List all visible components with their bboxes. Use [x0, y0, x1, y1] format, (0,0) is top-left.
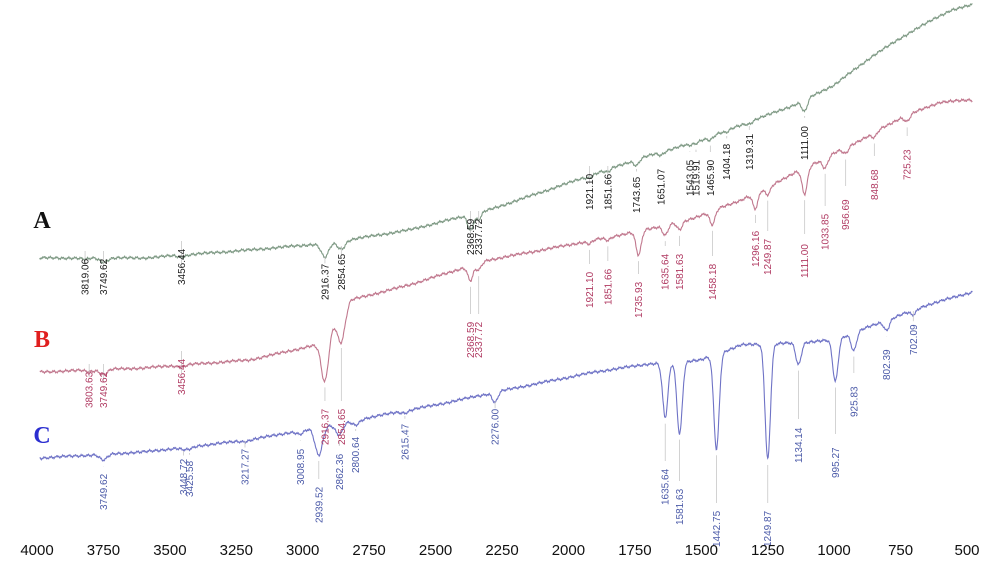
peak-label-c-14: 1134.14 [794, 427, 805, 463]
peak-label-b-2: 3456.44 [177, 358, 188, 395]
peak-label-a-11: 1543.05 [685, 159, 696, 196]
x-tick-label-3: 3250 [220, 542, 253, 559]
peak-label-b-10: 1635.64 [661, 253, 672, 290]
peak-label-a-9: 1743.65 [632, 176, 643, 213]
peak-label-c-10: 1635.64 [661, 468, 672, 505]
peak-label-a-15: 1319.31 [745, 133, 756, 170]
peak-label-c-4: 3008.95 [296, 448, 307, 485]
peak-label-a-1: 3749.62 [99, 258, 110, 295]
peak-label-b-3: 2916.37 [320, 408, 331, 445]
peak-label-c-5: 2939.52 [314, 486, 325, 523]
peak-label-c-7: 2800.64 [351, 436, 362, 473]
peak-label-b-8: 1851.66 [603, 268, 614, 305]
x-tick-label-5: 2750 [352, 542, 385, 559]
peak-label-c-12: 1442.75 [712, 510, 723, 547]
peak-label-c-16: 925.83 [849, 386, 860, 417]
peak-label-b-18: 848.68 [870, 169, 881, 200]
x-tick-label-8: 2000 [552, 542, 585, 559]
x-axis: 4000 3750 3500 3250 3000 2750 2500 2250 2000 1750… [20, 542, 979, 559]
x-tick-label-10: 1500 [685, 542, 718, 559]
peak-label-a-7: 1921.10 [585, 173, 596, 210]
peak-label-c-9: 2276.00 [491, 408, 502, 445]
peak-labels-group: 3819.06 3749.62 3456.44 2916.37 2854.65 2368.… [81, 116, 920, 547]
series-letter-a: A [33, 208, 51, 234]
peak-label-a-13: 1465.90 [706, 159, 717, 196]
x-tick-label-14: 500 [954, 542, 979, 559]
series-letter-c: C [33, 423, 50, 449]
peak-label-c-0: 3749.62 [99, 473, 110, 510]
peak-label-c-15: 995.27 [831, 447, 842, 478]
spectra-series-group [39, 3, 973, 462]
peak-label-b-13: 1296.16 [751, 230, 762, 267]
peak-label-b-16: 1033.85 [821, 213, 832, 250]
peak-label-c-8: 2615.47 [400, 423, 411, 460]
peak-label-b-1: 3749.62 [99, 371, 110, 408]
x-tick-label-11: 1250 [751, 542, 784, 559]
peak-label-b-9: 1735.93 [634, 281, 645, 318]
spectrum-line-a [39, 3, 973, 265]
peak-label-c-2: 3425.58 [185, 460, 196, 497]
peak-label-a-8: 1851.66 [603, 173, 614, 210]
peak-label-c-6: 2862.36 [335, 453, 346, 490]
x-tick-label-1: 3750 [87, 542, 120, 559]
peak-label-c-3: 3217.27 [241, 448, 252, 485]
peak-label-a-16: 1111.00 [800, 126, 811, 160]
series-letter-b: B [34, 327, 50, 353]
x-tick-label-6: 2500 [419, 542, 452, 559]
spectrum-line-c [39, 290, 973, 462]
peak-label-b-17: 956.69 [841, 199, 852, 230]
peak-label-c-11: 1581.63 [675, 488, 686, 525]
peak-label-b-7: 1921.10 [585, 271, 596, 308]
series-letters-group: A B C [33, 208, 51, 449]
peak-label-a-4: 2854.65 [337, 253, 348, 290]
peak-label-a-10: 1651.07 [657, 168, 668, 205]
peak-label-b-12: 1458.18 [708, 263, 719, 300]
peak-label-c-13: 1249.87 [763, 510, 774, 547]
x-tick-label-2: 3500 [153, 542, 186, 559]
peak-label-a-0: 3819.06 [81, 258, 92, 295]
peak-label-b-4: 2854.65 [337, 408, 348, 445]
x-tick-label-4: 3000 [286, 542, 319, 559]
peak-label-c-18: 702.09 [909, 324, 920, 355]
peak-label-b-11: 1581.63 [675, 253, 686, 290]
spectrum-line-b [39, 97, 973, 384]
peak-label-c-17: 802.39 [882, 349, 893, 380]
peak-label-c-1: 3448.72 [179, 458, 190, 495]
peak-label-a-12: 1519.91 [692, 159, 703, 196]
peak-label-b-15: 1111.00 [800, 244, 811, 278]
x-tick-label-13: 750 [888, 542, 913, 559]
peak-label-a-5: 2368.59 [466, 218, 477, 255]
x-tick-label-12: 1000 [817, 542, 850, 559]
x-tick-label-7: 2250 [485, 542, 518, 559]
peak-label-a-6: 2337.72 [474, 218, 485, 255]
x-tick-label-0: 4000 [20, 542, 53, 559]
peak-label-b-6: 2337.72 [474, 321, 485, 358]
x-tick-label-9: 1750 [618, 542, 651, 559]
peak-label-b-5: 2368.59 [466, 321, 477, 358]
peak-label-a-3: 2916.37 [320, 263, 331, 300]
peak-label-b-0: 3803.63 [85, 371, 96, 408]
peak-label-b-14: 1249.87 [763, 238, 774, 275]
peak-label-b-19: 725.23 [903, 149, 914, 180]
peak-label-a-2: 3456.44 [177, 248, 188, 285]
peak-label-a-14: 1404.18 [722, 143, 733, 180]
